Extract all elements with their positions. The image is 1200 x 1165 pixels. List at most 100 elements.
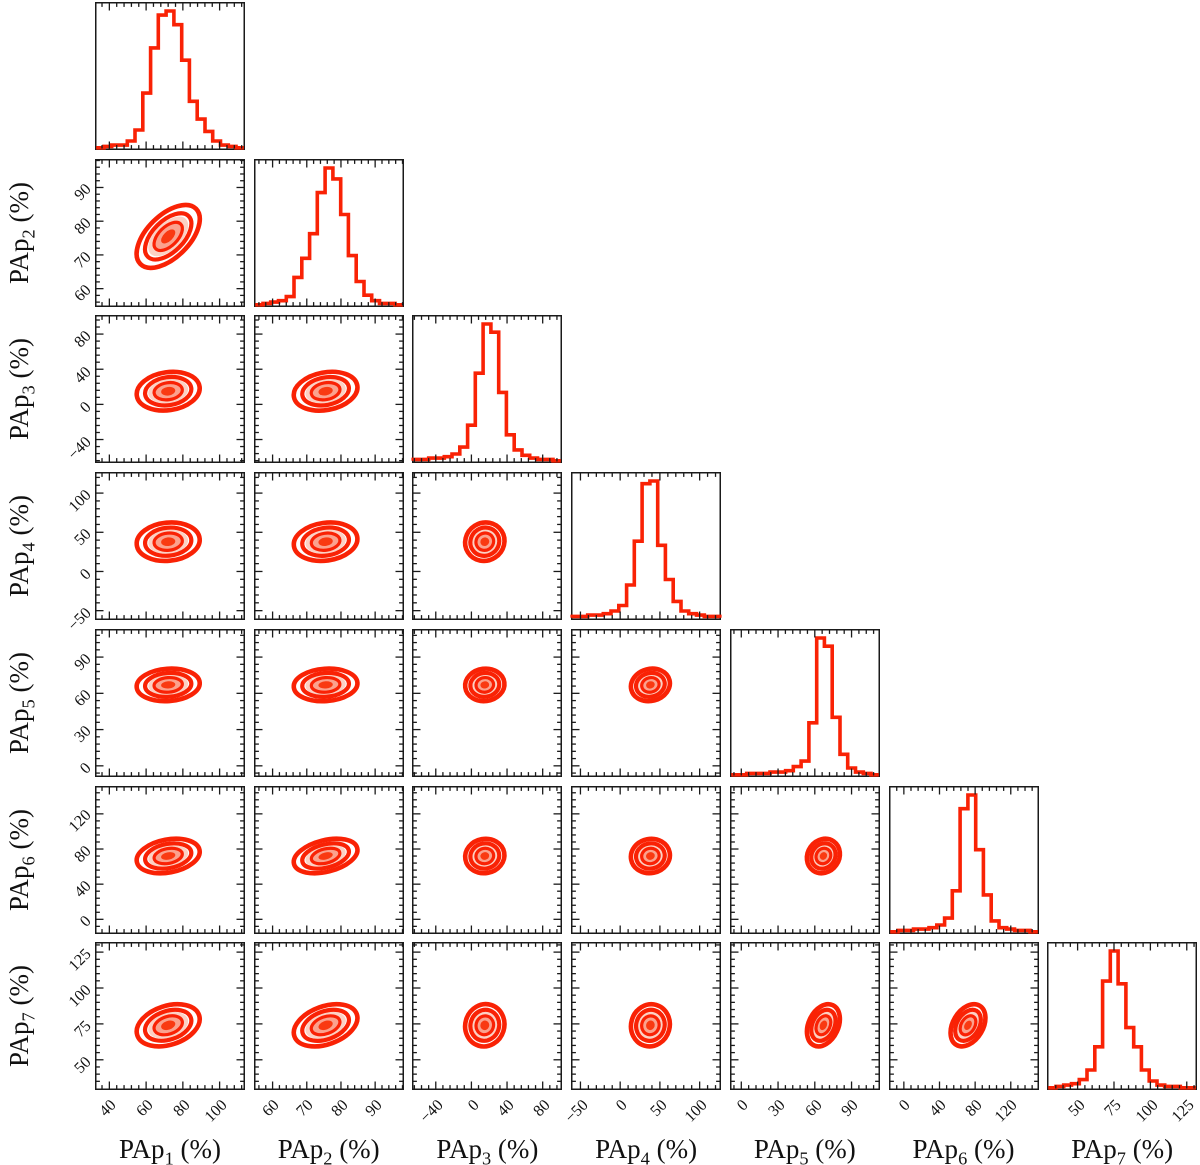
y-axis-title-PAp3: PAp3 (%) <box>4 338 39 441</box>
x-axis-title-PAp5: PAp5 (%) <box>753 1134 856 1165</box>
y-tick-label-PAp2-70: 70 <box>71 248 95 272</box>
y-tick-label-PAp7-75: 75 <box>71 1017 95 1042</box>
x-axis-title-PAp6: PAp6 (%) <box>912 1134 1015 1165</box>
y-axis-title-PAp6: PAp6 (%) <box>4 808 39 911</box>
panel-1-1 <box>95 2 245 150</box>
contour-PAp5-vs-PAp6 <box>729 785 880 934</box>
y-tick-label-PAp4-100: 100 <box>65 486 95 516</box>
y-tick-label-PAp7-50: 50 <box>71 1053 95 1077</box>
contour-PAp1-vs-PAp4 <box>95 472 245 621</box>
panel-4-1: −50 0 50 100 PAp4 (%) <box>4 472 245 634</box>
x-axis-title-PAp3: PAp3 (%) <box>436 1134 539 1165</box>
panel-5-3 <box>412 628 563 777</box>
y-tick-label-PAp5-90: 90 <box>71 650 95 674</box>
x-tick-label-PAp3-40: 40 <box>494 1096 519 1121</box>
x-tick-label-PAp5-0: 0 <box>734 1096 752 1115</box>
contour-PAp3-vs-PAp7 <box>412 942 563 1091</box>
panel-7-4: −50 0 50 100 PAp4 (%) <box>561 942 722 1165</box>
y-tick-label-PAp4-0: 0 <box>76 565 95 583</box>
contour-PAp1-vs-PAp5 <box>95 628 245 777</box>
histogram-PAp7 <box>1047 942 1198 1091</box>
y-tick-label-PAp3-0: 0 <box>76 398 95 417</box>
panel-6-3 <box>412 785 563 934</box>
x-tick-label-PAp7-75: 75 <box>1101 1096 1125 1121</box>
y-tick-label-PAp2-80: 80 <box>71 214 95 238</box>
x-axis-title-PAp2: PAp2 (%) <box>277 1134 380 1165</box>
x-tick-label-PAp6-120: 120 <box>991 1096 1021 1126</box>
contour-PAp1-vs-PAp6 <box>95 785 245 934</box>
contour-PAp2-vs-PAp4 <box>253 472 404 621</box>
panel-7-7: 50 75 100 125 PAp7 (%) <box>1047 942 1198 1165</box>
contour-PAp1-vs-PAp3 <box>95 315 245 464</box>
panel-3-2 <box>253 315 404 464</box>
x-tick-label-PAp6-80: 80 <box>961 1096 986 1121</box>
panel-2-1: 60 70 80 90 PAp2 (%) <box>4 158 245 307</box>
y-tick-label-PAp6-40: 40 <box>71 877 95 901</box>
y-tick-label-PAp4--50: −50 <box>64 604 95 635</box>
contour-PAp2-vs-PAp6 <box>253 785 404 934</box>
contour-PAp3-vs-PAp4 <box>412 472 563 621</box>
contour-PAp5-vs-PAp7 <box>729 942 880 1091</box>
panel-5-5 <box>729 628 880 777</box>
x-tick-label-PAp4-100: 100 <box>681 1096 711 1126</box>
y-axis-title-PAp7: PAp7 (%) <box>4 965 39 1068</box>
x-tick-label-PAp3--40: −40 <box>417 1096 447 1127</box>
panel-4-4 <box>570 472 722 621</box>
panel-7-6: 0 40 80 120 PAp6 (%) <box>888 942 1039 1165</box>
y-tick-label-PAp7-125: 125 <box>65 945 95 975</box>
histogram-PAp5 <box>729 628 880 777</box>
panel-7-3: −40 0 40 80 PAp3 (%) <box>412 942 563 1165</box>
contour-PAp1-vs-PAp7 <box>95 942 245 1091</box>
panel-6-1: 0 40 80 120 PAp6 (%) <box>4 785 245 934</box>
x-tick-label-PAp4--50: −50 <box>561 1096 592 1127</box>
contour-PAp4-vs-PAp7 <box>571 942 722 1091</box>
x-tick-label-PAp1-40: 40 <box>96 1096 121 1121</box>
y-tick-label-PAp2-60: 60 <box>71 281 95 306</box>
panel-7-5: 0 30 60 90 PAp5 (%) <box>729 942 880 1165</box>
x-axis-title-PAp7: PAp7 (%) <box>1071 1134 1174 1165</box>
histogram-PAp4 <box>570 472 722 621</box>
y-tick-label-PAp5-0: 0 <box>76 759 95 777</box>
histogram-PAp1 <box>95 2 245 150</box>
panel-6-4 <box>571 785 722 934</box>
panel-6-5 <box>729 785 880 934</box>
panel-6-6 <box>888 785 1039 934</box>
x-tick-label-PAp2-60: 60 <box>259 1096 283 1121</box>
contour-PAp3-vs-PAp5 <box>412 628 563 777</box>
contour-PAp2-vs-PAp3 <box>253 315 404 464</box>
x-tick-label-PAp6-40: 40 <box>926 1096 950 1121</box>
contour-PAp6-vs-PAp7 <box>888 942 1039 1091</box>
y-tick-label-PAp4-50: 50 <box>71 526 95 550</box>
x-tick-label-PAp2-90: 90 <box>362 1096 386 1121</box>
panel-3-3 <box>411 315 563 464</box>
x-tick-label-PAp4-50: 50 <box>647 1096 671 1121</box>
x-tick-label-PAp7-50: 50 <box>1065 1096 1089 1121</box>
x-tick-label-PAp4-0: 0 <box>613 1096 631 1115</box>
x-tick-label-PAp5-30: 30 <box>765 1096 789 1121</box>
panel-4-3 <box>412 472 563 621</box>
contour-PAp3-vs-PAp6 <box>412 785 563 934</box>
contour-PAp4-vs-PAp6 <box>571 785 722 934</box>
y-tick-label-PAp7-100: 100 <box>65 981 95 1011</box>
x-tick-label-PAp1-60: 60 <box>133 1096 157 1121</box>
y-tick-label-PAp5-60: 60 <box>71 686 95 711</box>
histogram-PAp3 <box>411 315 563 464</box>
x-tick-label-PAp5-90: 90 <box>838 1096 863 1121</box>
contour-PAp1-vs-PAp2 <box>95 158 245 307</box>
histogram-PAp6 <box>888 785 1039 934</box>
y-tick-label-PAp3-40: 40 <box>71 363 95 387</box>
y-tick-label-PAp6-0: 0 <box>76 912 95 931</box>
x-tick-label-PAp1-80: 80 <box>170 1096 194 1121</box>
x-axis-title-PAp4: PAp4 (%) <box>595 1134 698 1165</box>
panel-5-4 <box>571 628 722 777</box>
x-tick-label-PAp7-100: 100 <box>1132 1096 1162 1126</box>
y-tick-label-PAp5-30: 30 <box>71 723 95 747</box>
y-axis-title-PAp2: PAp2 (%) <box>4 181 39 284</box>
y-tick-label-PAp3-80: 80 <box>71 328 95 352</box>
panel-7-1: 40 60 80 100 PAp1 (%) 50 75 100 125 PAp7 (%) <box>4 942 245 1165</box>
x-tick-label-PAp3-80: 80 <box>530 1096 554 1121</box>
panel-4-2 <box>253 472 404 621</box>
y-tick-label-PAp2-90: 90 <box>71 180 95 205</box>
x-axis-title-PAp1: PAp1 (%) <box>119 1134 221 1165</box>
panel-5-2 <box>253 628 404 777</box>
